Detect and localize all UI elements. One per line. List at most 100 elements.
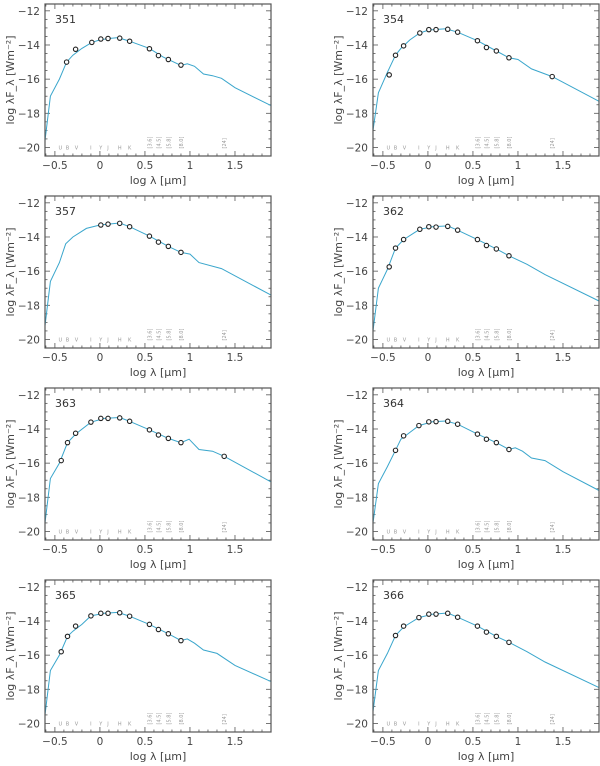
y-axis-label: log λF_λ [Wm⁻²]: [4, 36, 17, 125]
band-label: J: [434, 145, 436, 151]
photometry-point: [493, 439, 500, 446]
y-tick-label: −12: [18, 6, 40, 18]
photometry-point: [221, 453, 227, 460]
plot-frame: [372, 195, 600, 349]
photometry-point: [474, 236, 481, 243]
plot-frame: [44, 387, 272, 541]
band-label: Y: [98, 529, 103, 535]
band-label: H: [446, 721, 450, 727]
photometry-point: [105, 415, 111, 422]
band-label: I: [90, 145, 91, 151]
y-axis-label: log λF_λ [Wm⁻²]: [4, 420, 17, 509]
x-tick-label: 0: [97, 544, 104, 556]
model-sed-line: [372, 225, 600, 331]
photometry-point: [98, 610, 104, 617]
band-label: [3.6]: [147, 713, 153, 725]
photometry-point: [146, 233, 153, 239]
band-label: K: [128, 721, 132, 727]
y-axis-label: log λF_λ [Wm⁻²]: [332, 228, 345, 317]
band-label: B: [394, 529, 398, 535]
x-axis-label: log λ [μm]: [458, 366, 515, 379]
y-tick-label: −14: [346, 424, 368, 436]
band-label: U: [58, 721, 62, 727]
x-tick-label: 1: [515, 352, 522, 364]
y-tick-label: −12: [346, 198, 368, 210]
band-label: K: [456, 337, 460, 343]
band-label: V: [75, 721, 79, 727]
x-tick-label: 1: [187, 544, 194, 556]
y-tick-label: −20: [346, 142, 368, 154]
plot-frame: [372, 387, 600, 541]
band-label: [8.0]: [507, 713, 513, 725]
x-tick-label: 0.5: [137, 160, 154, 172]
photometry-point: [88, 613, 94, 619]
photometry-point: [433, 611, 439, 617]
photometry-point: [444, 610, 451, 617]
photometry-point: [72, 623, 79, 629]
panel-id-label: 354: [383, 13, 404, 26]
x-tick-label: 0: [425, 352, 432, 364]
photometry-point: [454, 614, 461, 620]
band-label: [3.6]: [475, 713, 481, 725]
photometry-point: [426, 611, 432, 617]
x-axis-label: log λ [μm]: [130, 174, 187, 187]
y-tick-label: −14: [346, 40, 368, 52]
photometry-point: [392, 52, 399, 58]
photometry-point: [64, 439, 71, 446]
band-label: B: [66, 145, 70, 151]
plot-frame: [44, 3, 272, 157]
band-label: I: [418, 529, 419, 535]
band-label: K: [456, 529, 460, 535]
panel-366: −0.5 0 0.5 1 1.5 −12 −14 −16 −18 −20 log λ [μm] log…: [332, 579, 600, 763]
y-tick-label: −16: [18, 74, 40, 86]
photometry-point: [400, 433, 407, 439]
photometry-point: [155, 52, 162, 59]
band-label: J: [106, 337, 108, 343]
band-label: H: [118, 145, 122, 151]
band-label: [24]: [222, 138, 228, 148]
band-label: V: [403, 145, 407, 151]
photometry-point: [433, 26, 439, 33]
band-label: [8.0]: [179, 713, 185, 725]
band-label: [4.5]: [484, 521, 490, 533]
band-label: B: [66, 529, 70, 535]
photometry-point: [88, 419, 94, 425]
photometry-point: [98, 222, 104, 228]
photometry-point: [126, 223, 133, 230]
y-tick-label: −16: [346, 74, 368, 86]
x-tick-label: 0.5: [465, 544, 482, 556]
photometry-point: [483, 44, 490, 51]
photometry-point: [116, 35, 123, 41]
x-tick-label: −0.5: [42, 160, 68, 172]
x-tick-label: −0.5: [42, 544, 68, 556]
panel-id-label: 363: [55, 397, 76, 410]
x-tick-label: −0.5: [370, 544, 396, 556]
photometry-point: [116, 415, 123, 421]
x-tick-label: 0: [97, 160, 104, 172]
x-tick-label: 1: [187, 736, 194, 748]
x-tick-label: −0.5: [42, 352, 68, 364]
x-axis-label: log λ [μm]: [130, 366, 187, 379]
band-label: [5.8]: [494, 329, 500, 341]
x-tick-label: 1.5: [227, 544, 244, 556]
band-label: I: [90, 337, 91, 343]
photometry-point: [146, 427, 153, 433]
x-tick-label: −0.5: [370, 736, 396, 748]
band-label: H: [446, 337, 450, 343]
band-label: U: [386, 145, 390, 151]
photometry-point: [416, 422, 422, 429]
x-axis-label: log λ [μm]: [458, 174, 515, 187]
x-tick-label: 1.5: [555, 544, 572, 556]
x-tick-label: 0.5: [137, 736, 154, 748]
band-label: [3.6]: [147, 329, 153, 341]
photometry-point: [433, 224, 439, 230]
y-tick-label: −14: [18, 232, 40, 244]
photometry-point: [98, 36, 104, 42]
photometry-point: [89, 39, 95, 46]
x-tick-label: 0.5: [465, 736, 482, 748]
plot-frame: [372, 579, 600, 733]
x-tick-label: 1.5: [227, 160, 244, 172]
y-tick-label: −16: [346, 266, 368, 278]
band-label: [5.8]: [494, 137, 500, 149]
band-label: [3.6]: [475, 521, 481, 533]
